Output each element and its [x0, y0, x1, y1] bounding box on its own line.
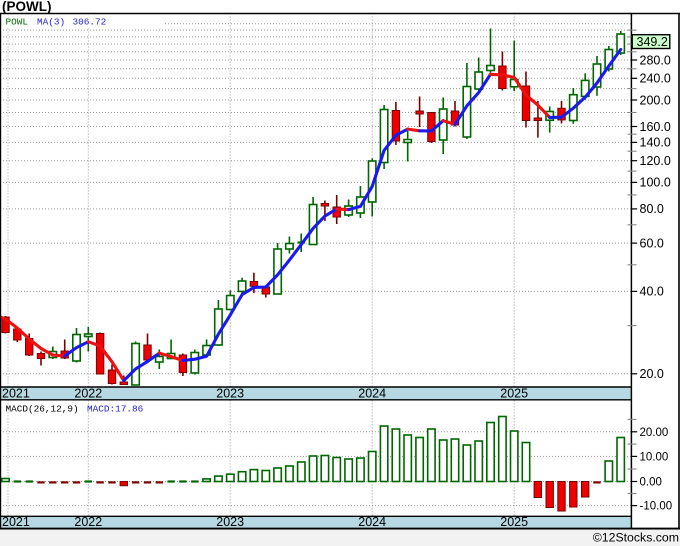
svg-text:2023: 2023	[216, 515, 244, 529]
svg-text:2023: 2023	[216, 386, 244, 400]
svg-text:160.0: 160.0	[640, 120, 671, 134]
svg-text:40.0: 40.0	[640, 285, 664, 299]
svg-text:©12Stocks.com: ©12Stocks.com	[593, 531, 679, 545]
svg-text:240.0: 240.0	[640, 72, 671, 86]
svg-text:2025: 2025	[500, 515, 528, 529]
svg-text:0.00: 0.00	[640, 477, 662, 489]
svg-text:120.0: 120.0	[640, 154, 671, 168]
svg-text:2022: 2022	[74, 386, 102, 400]
svg-text:(POWL): (POWL)	[2, 0, 52, 14]
svg-text:349.2: 349.2	[637, 35, 668, 49]
svg-text:2024: 2024	[358, 386, 386, 400]
svg-text:2021: 2021	[2, 386, 30, 400]
svg-text:2021: 2021	[2, 515, 30, 529]
svg-text:MACD:17.86: MACD:17.86	[87, 404, 144, 415]
svg-text:140.0: 140.0	[640, 136, 671, 150]
svg-text:MA(3): MA(3)	[37, 17, 65, 28]
svg-text:200.0: 200.0	[640, 93, 671, 107]
svg-text:20.00: 20.00	[640, 427, 669, 439]
svg-text:100.0: 100.0	[640, 176, 671, 190]
svg-text:280.0: 280.0	[640, 53, 671, 67]
svg-text:2025: 2025	[500, 386, 528, 400]
svg-text:80.0: 80.0	[640, 202, 664, 216]
svg-text:10.00: 10.00	[640, 451, 669, 463]
svg-text:20.0: 20.0	[640, 367, 664, 381]
svg-text:2022: 2022	[74, 515, 102, 529]
svg-text:-10.00: -10.00	[640, 501, 673, 513]
svg-text:POWL: POWL	[6, 17, 29, 28]
svg-text:2024: 2024	[358, 515, 386, 529]
svg-text:306.72: 306.72	[73, 17, 107, 28]
svg-text:MACD(26,12,9): MACD(26,12,9)	[6, 404, 79, 415]
svg-text:60.0: 60.0	[640, 236, 664, 250]
